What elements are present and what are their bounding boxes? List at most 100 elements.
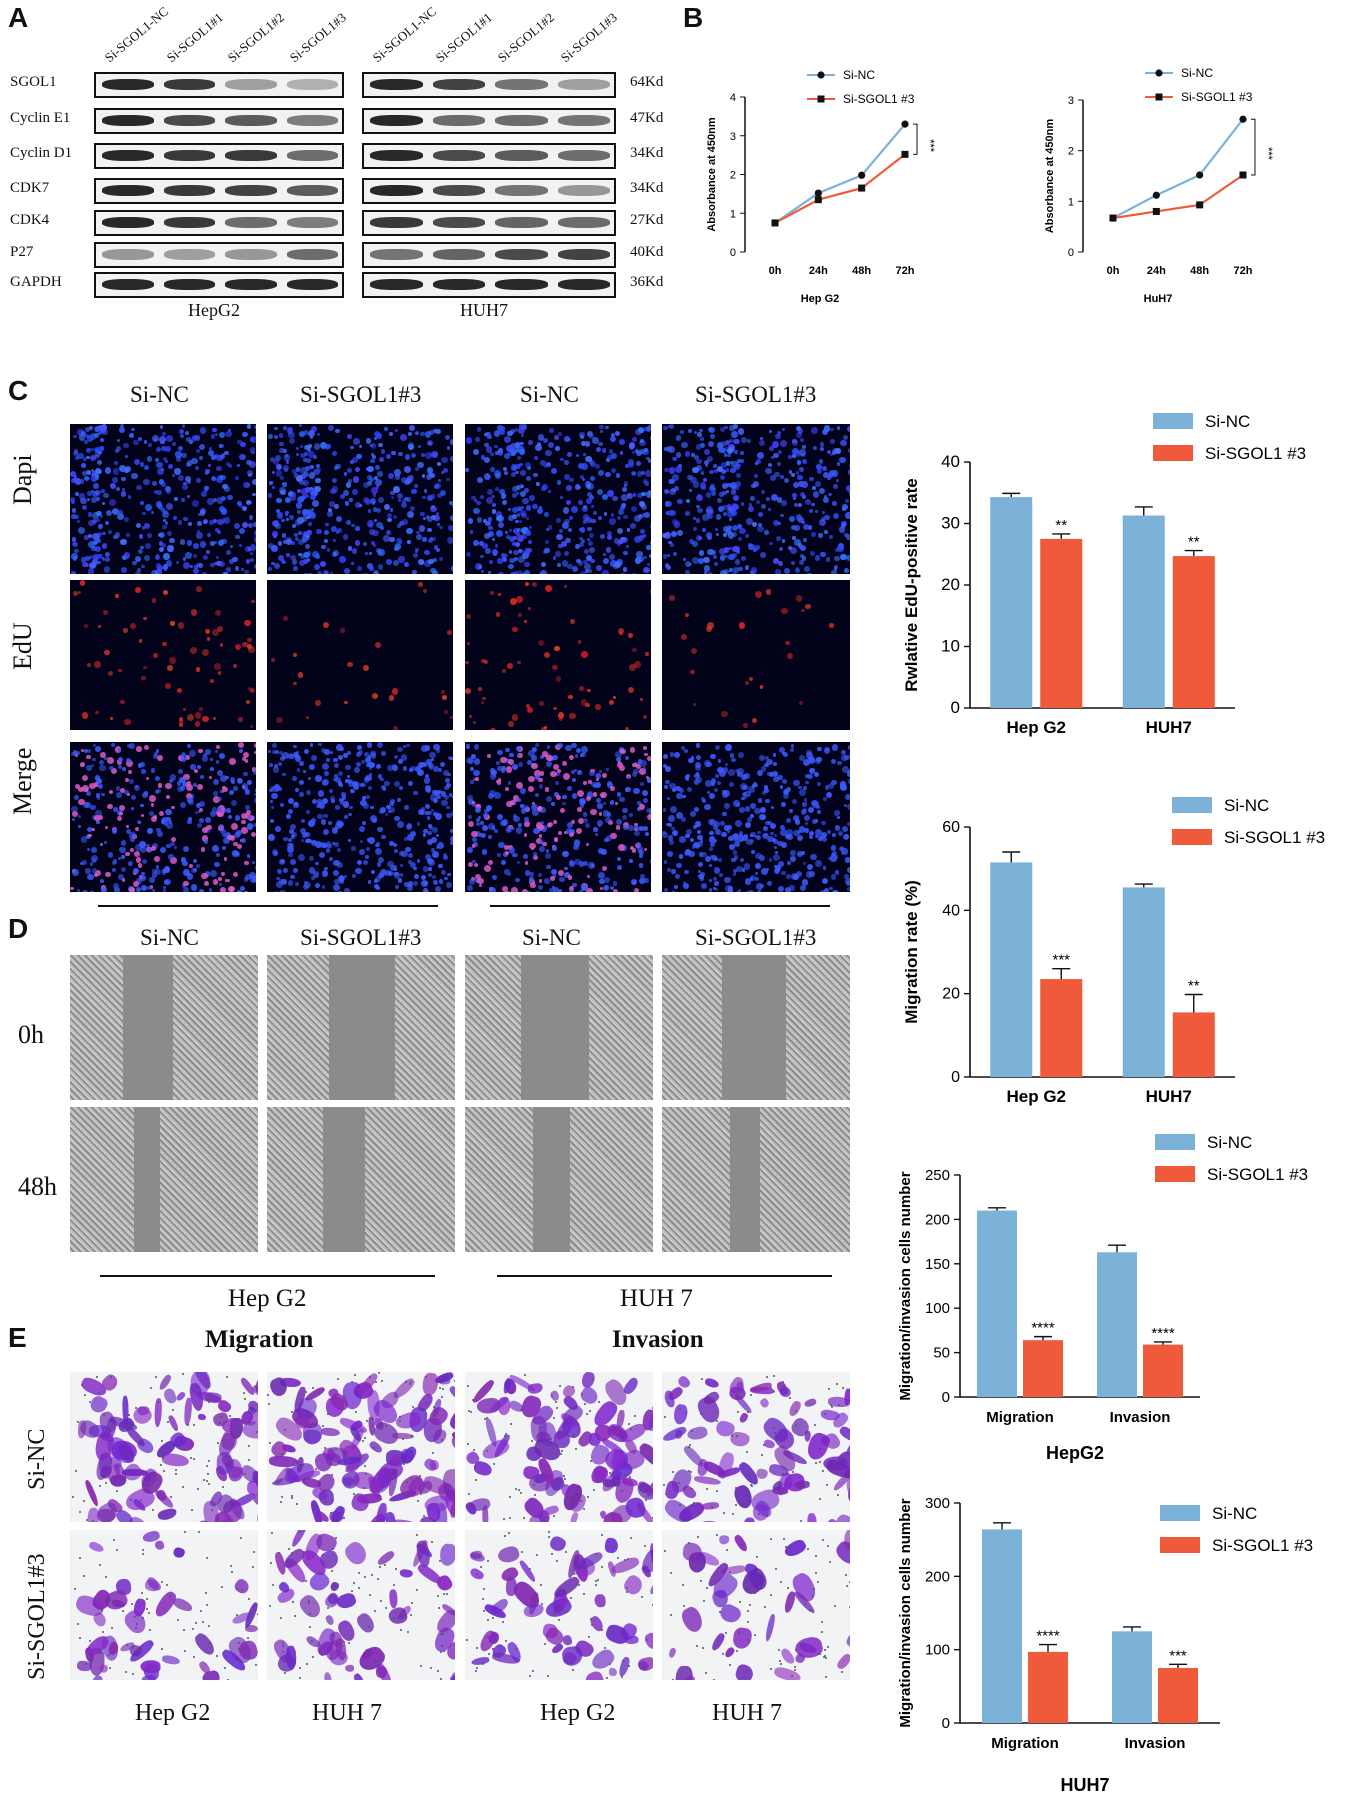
wb-band [286,217,338,228]
x-tick-label: 48h [1190,265,1209,277]
data-point [1152,207,1160,215]
wound-image [465,955,653,1100]
wb-row-label: P27 [10,244,34,260]
wb-strip [94,143,344,169]
transwell-bottom-label: Hep G2 [540,1700,616,1726]
group-underline [98,905,438,907]
wound-gap [122,955,174,1100]
significance-label: **** [1031,1320,1055,1337]
data-point [901,120,909,128]
legend-label: Si-NC [843,68,875,82]
x-tick-label: 0h [1107,265,1120,277]
series-line [1112,174,1244,220]
bar [1023,1340,1063,1397]
wb-band [286,249,338,260]
wb-band [286,279,338,290]
y-tick-label: 250 [925,1167,950,1184]
wb-band [163,115,215,126]
wb-band [370,279,423,290]
category-label: HUH7 [1146,718,1192,737]
wb-band [286,185,338,196]
legend-swatch [1172,797,1212,813]
wound-row-label: 0h [18,1020,44,1049]
lane-label: Si-SGOL1#2 [494,9,557,66]
x-tick-label: 72h [896,265,915,277]
panel-label-b: B [683,2,704,33]
legend-marker [1155,69,1163,77]
edu-column-label: Si-SGOL1#3 [695,382,817,407]
fluorescence-image [662,742,850,892]
transwell-image [70,1372,258,1522]
wb-band [495,150,548,161]
transwell-image [662,1530,850,1680]
legend-marker [817,95,825,103]
fluorescence-image [662,424,850,574]
wound-image [267,955,455,1100]
group-underline [490,905,830,907]
bar [1172,1012,1215,1077]
y-tick-label: 60 [942,819,960,836]
wb-band [225,150,277,161]
significance-label: **** [1036,1628,1060,1645]
transwell-header: Invasion [612,1326,704,1353]
legend-swatch [1172,829,1212,845]
migration-rate-chart: 0 20 40 60 *** Hep G2 ** HUH7 Migration rate (%)… [902,796,1325,1106]
y-tick-label: 200 [925,1568,950,1585]
legend-marker [1155,93,1163,101]
wb-band [432,115,485,126]
legend-swatch [1153,445,1193,461]
lane-label: Si-SGOL1#1 [163,9,226,66]
wb-band [432,279,485,290]
wb-kd-label: 47Kd [630,110,664,126]
y-axis-label: Rwlative EdU-positive rate [902,478,921,692]
y-tick-label: 1 [730,208,736,220]
wb-band [163,150,215,161]
y-tick-label: 20 [941,575,960,594]
y-tick-label: 0 [951,698,960,717]
wound-row-label: 48h [18,1172,57,1201]
transwell-image [465,1530,653,1680]
bar [1172,556,1215,708]
y-tick-label: 2 [730,170,736,182]
wb-strip [94,108,344,134]
significance-bracket [913,123,918,155]
wb-strip [362,210,616,236]
transwell-bottom-label: HUH 7 [712,1700,782,1726]
y-tick-label: 10 [941,637,960,656]
bar [982,1529,1022,1723]
wb-band [163,279,215,290]
data-point [814,189,822,197]
wb-band [495,79,548,90]
legend-label: Si-SGOL1 #3 [1181,90,1253,104]
wb-kd-label: 36Kd [630,274,664,290]
bar [977,1210,1017,1397]
wb-band [225,217,277,228]
wound-column-label: Si-NC [140,925,199,950]
significance-label: ** [1055,517,1067,534]
y-tick-label: 1 [1068,196,1074,208]
group-underline [100,1275,435,1277]
y-axis-label: Migration rate (%) [902,880,921,1024]
transwell-row-label: Si-NC [24,1428,50,1490]
significance-bracket [1251,118,1256,176]
panel-label-a: A [8,2,29,33]
legend-label: Si-NC [1181,66,1213,80]
fluorescence-image [70,580,256,730]
wb-band [225,185,277,196]
wb-band [432,150,485,161]
fluorescence-image [465,424,651,574]
edu-column-label: Si-NC [520,382,579,407]
legend-swatch [1155,1134,1195,1150]
significance-label: *** [1262,147,1274,161]
wb-kd-label: 64Kd [630,74,664,90]
bar [1122,515,1165,708]
legend-label: Si-NC [1212,1504,1257,1523]
y-tick-label: 20 [942,986,960,1003]
lane-label: Si-SGOL1#2 [224,9,287,66]
edu-row-label: EdU [8,622,37,670]
wb-band [495,217,548,228]
transwell-image [70,1530,258,1680]
y-tick-label: 0 [942,1389,950,1406]
wb-row-label: GAPDH [10,274,62,290]
fluorescence-image [465,742,651,892]
